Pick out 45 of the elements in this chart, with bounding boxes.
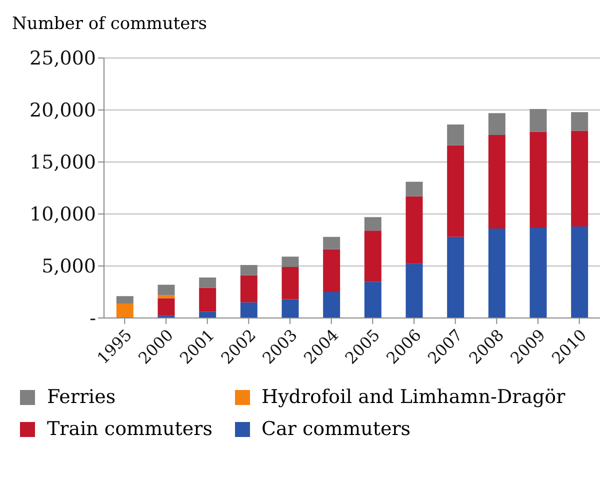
bar: [530, 108, 547, 132]
bar: [240, 275, 258, 302]
y-tick-label: 15,000: [30, 152, 96, 174]
bar: [199, 277, 216, 288]
bar: [158, 298, 175, 316]
legend-label: Hydrofoil and Limhamn-Dragör: [262, 386, 566, 408]
bar: [364, 217, 382, 231]
bar: [323, 292, 340, 318]
bar: [158, 295, 175, 298]
bar: [240, 302, 258, 318]
bar: [571, 226, 588, 318]
bar: [199, 288, 216, 312]
bar: [488, 228, 506, 318]
bar: [323, 249, 340, 292]
bar: [571, 130, 588, 226]
bar: [116, 296, 134, 304]
bar: [240, 264, 258, 276]
bar: [447, 124, 464, 146]
bar: [364, 282, 382, 318]
legend-label: Train commuters: [47, 418, 212, 440]
bar: [282, 267, 299, 300]
bar: [571, 112, 588, 131]
bar: [488, 134, 506, 229]
bar: [116, 303, 134, 318]
legend-label: Car commuters: [262, 418, 411, 440]
bar: [282, 256, 299, 268]
bar: [530, 228, 547, 318]
bar: [282, 299, 299, 318]
bar: [406, 264, 423, 318]
y-tick-label: 10,000: [30, 204, 96, 226]
legend-label: Ferries: [47, 386, 116, 408]
y-tick-label: 5,000: [42, 256, 96, 278]
bar: [406, 182, 423, 196]
bar: [530, 132, 547, 228]
y-tick-label: -: [90, 308, 96, 330]
y-tick-label: 25,000: [30, 48, 96, 70]
bar: [447, 236, 464, 318]
bar: [323, 236, 340, 250]
y-axis-title: Number of commuters: [11, 13, 208, 36]
bar: [364, 230, 382, 282]
bar: [406, 196, 423, 264]
bar: [158, 284, 175, 296]
bar: [447, 145, 464, 237]
y-tick-label: 20,000: [30, 100, 96, 122]
bar: [488, 113, 506, 135]
